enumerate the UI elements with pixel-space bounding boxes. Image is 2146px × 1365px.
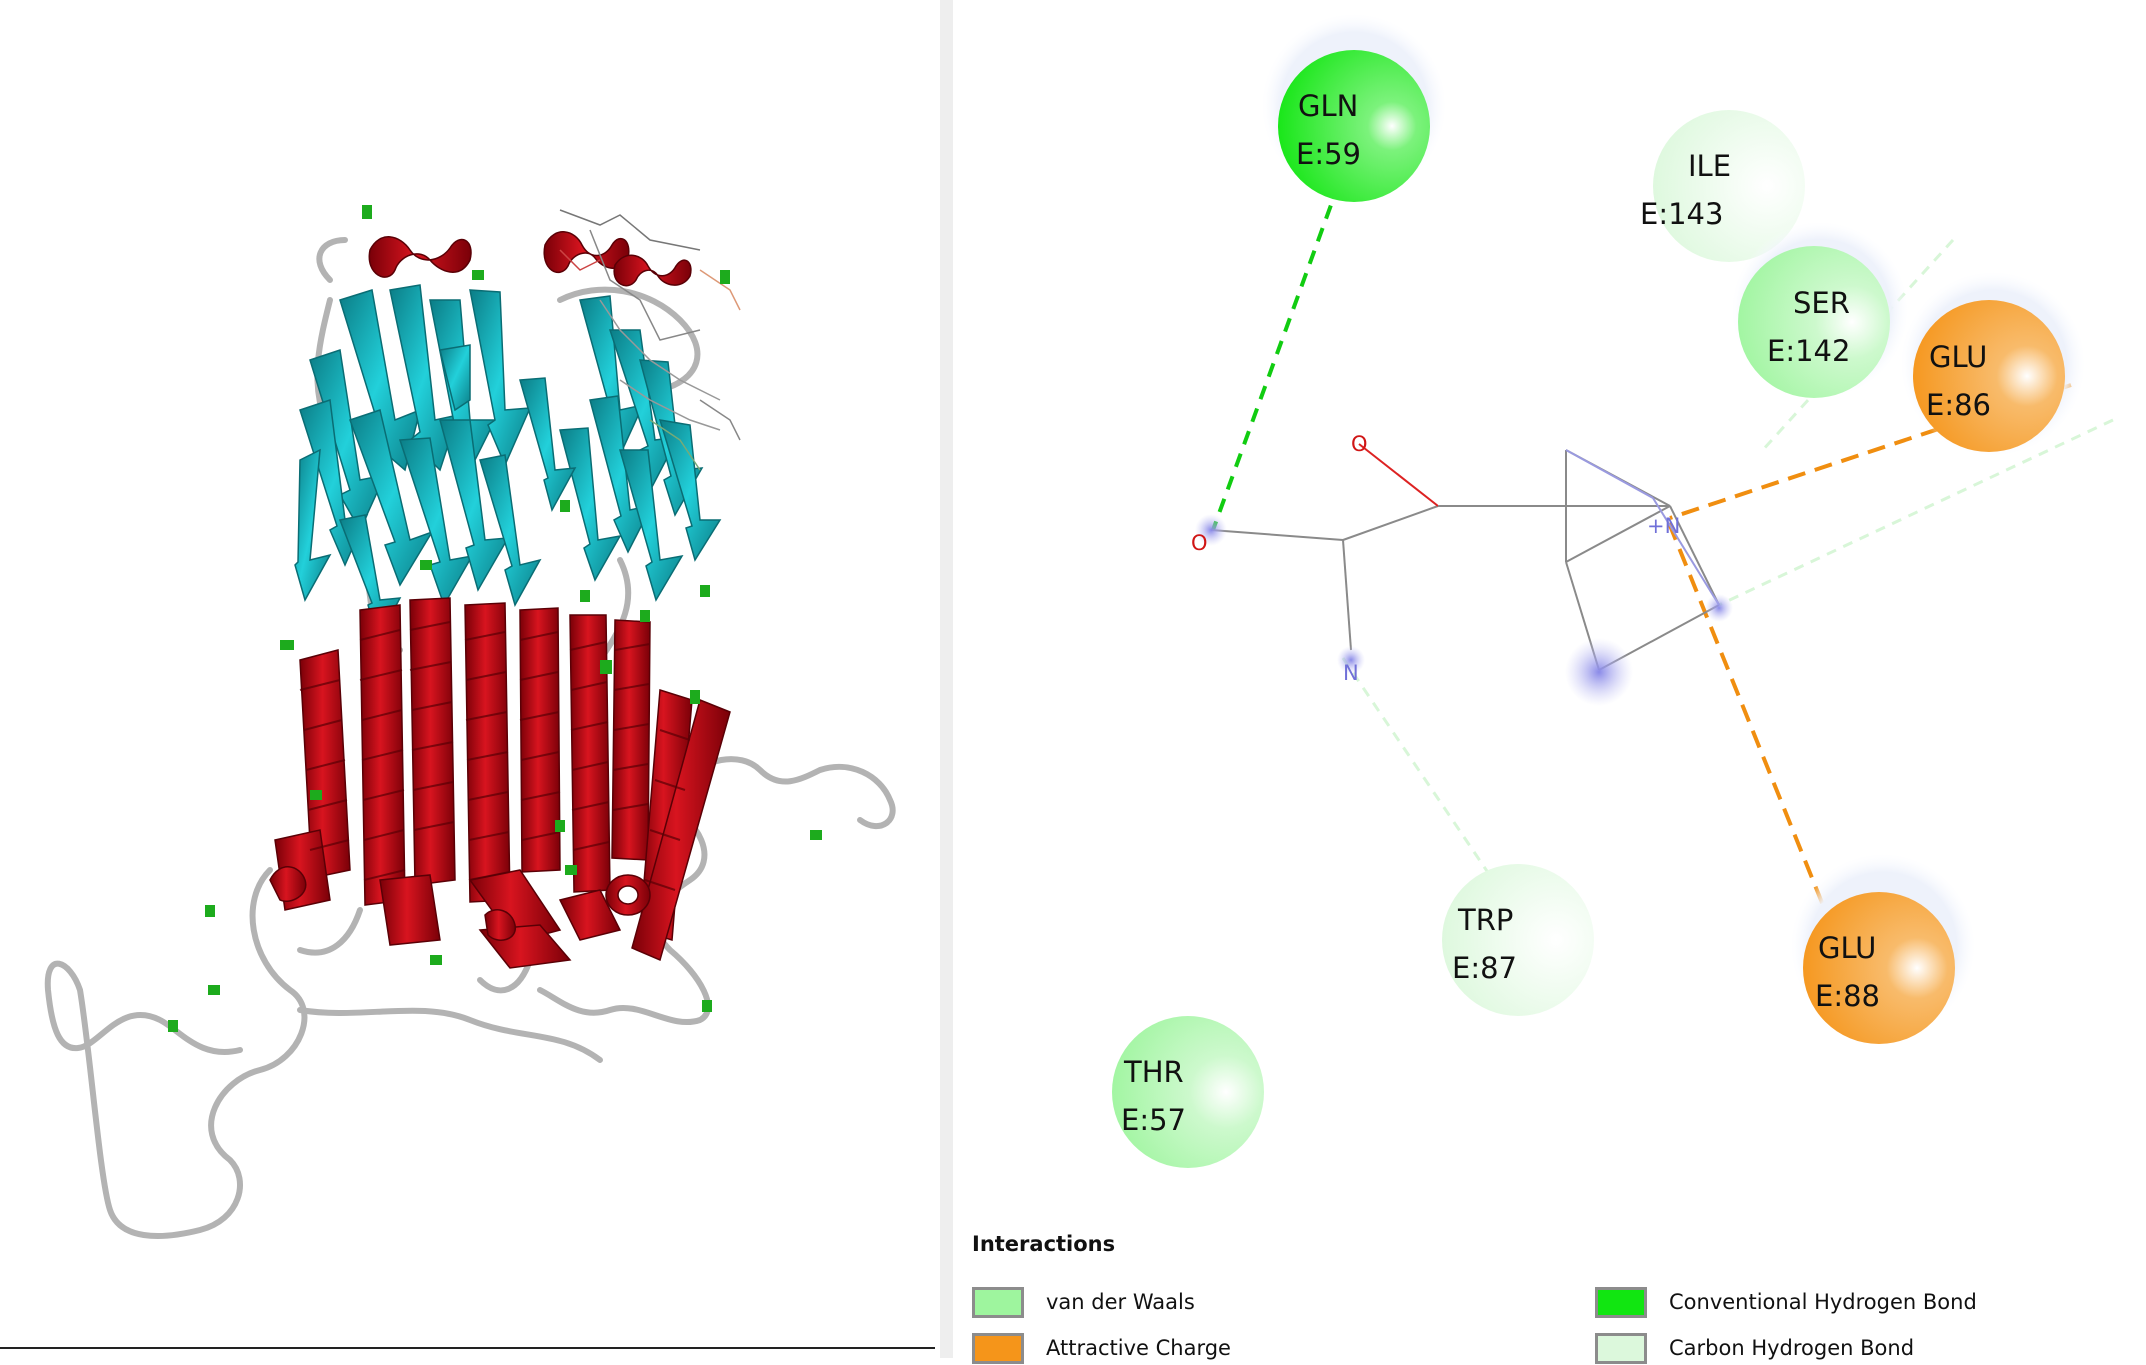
protein-ribbon-structure bbox=[44, 205, 896, 1239]
legend-label: Attractive Charge bbox=[1046, 1336, 1231, 1360]
legend-label: Conventional Hydrogen Bond bbox=[1669, 1290, 1977, 1314]
residue-ile-143[interactable]: ILE E:143 bbox=[1640, 110, 1805, 262]
atom-highlights bbox=[1195, 514, 1733, 706]
legend-item-conventional-hbond: Conventional Hydrogen Bond bbox=[1595, 1285, 1977, 1319]
residue-id: E:57 bbox=[1121, 1103, 1186, 1137]
swatch-conventional-hbond bbox=[1595, 1286, 1647, 1318]
residue-id: E:142 bbox=[1767, 334, 1850, 368]
hbond-line-gln59 bbox=[1211, 182, 1341, 531]
carbon-hbond-line-ile143 bbox=[1759, 238, 1955, 454]
coil-loops bbox=[44, 237, 896, 1239]
legend-item-van-der-waals: van der Waals bbox=[972, 1285, 1195, 1319]
residue-gln-59[interactable]: GLN E:59 bbox=[1262, 14, 1446, 202]
residue-glu-86[interactable]: GLU E:86 bbox=[1901, 272, 2085, 456]
bottom-rule bbox=[0, 1347, 935, 1349]
interaction-diagram-panel: O O N +N GLN E:59 ILE E:143 SER E:142 GL… bbox=[953, 0, 2146, 1364]
residue-name: THR bbox=[1123, 1055, 1184, 1089]
residue-id: E:143 bbox=[1640, 197, 1723, 231]
legend-label: van der Waals bbox=[1046, 1290, 1195, 1314]
swatch-van-der-waals bbox=[972, 1286, 1024, 1318]
protein-3d-view[interactable] bbox=[0, 0, 940, 1358]
residue-id: E:86 bbox=[1926, 388, 1991, 422]
panel-divider[interactable] bbox=[940, 0, 953, 1358]
carbon-hbond-line-glu86 bbox=[1718, 418, 2114, 607]
ligand-sticks bbox=[559, 209, 741, 471]
turns bbox=[168, 205, 822, 1032]
residue-name: GLU bbox=[1929, 340, 1987, 374]
upper-helices bbox=[368, 231, 692, 287]
residue-name: GLU bbox=[1818, 931, 1876, 965]
ligand-structure bbox=[1210, 443, 1720, 671]
residue-id: E:88 bbox=[1815, 979, 1880, 1013]
swatch-attractive-charge bbox=[972, 1332, 1024, 1364]
beta-sheets bbox=[294, 284, 722, 643]
atom-n-bottom: N bbox=[1343, 661, 1359, 685]
helix-stripes bbox=[299, 621, 691, 891]
residue-name: GLN bbox=[1298, 89, 1358, 123]
charge-line-glu88 bbox=[1667, 522, 1835, 931]
atom-n-charged: +N bbox=[1647, 514, 1680, 538]
residue-name: TRP bbox=[1457, 903, 1513, 937]
legend-title: Interactions bbox=[972, 1232, 1116, 1256]
atom-o-left: O bbox=[1191, 531, 1208, 555]
legend-item-carbon-hbond: Carbon Hydrogen Bond bbox=[1595, 1331, 1914, 1365]
residue-name: SER bbox=[1793, 286, 1850, 320]
swatch-carbon-hbond bbox=[1595, 1332, 1647, 1364]
residue-id: E:59 bbox=[1296, 137, 1361, 171]
atom-o-top: O bbox=[1351, 432, 1368, 456]
residue-name: ILE bbox=[1688, 149, 1731, 183]
residue-ser-142[interactable]: SER E:142 bbox=[1732, 222, 1908, 398]
carbon-hbond-line-trp87 bbox=[1341, 657, 1495, 881]
residue-id: E:87 bbox=[1452, 951, 1517, 985]
residue-trp-87[interactable]: TRP E:87 bbox=[1442, 864, 1594, 1016]
interaction-diagram: O O N +N GLN E:59 ILE E:143 SER E:142 GL… bbox=[1112, 14, 2114, 1168]
legend-item-attractive-charge: Attractive Charge bbox=[972, 1331, 1231, 1365]
residue-glu-88[interactable]: GLU E:88 bbox=[1791, 854, 1975, 1044]
legend-label: Carbon Hydrogen Bond bbox=[1669, 1336, 1915, 1360]
residue-thr-57[interactable]: THR E:57 bbox=[1112, 1016, 1264, 1168]
small-helix bbox=[269, 866, 651, 941]
